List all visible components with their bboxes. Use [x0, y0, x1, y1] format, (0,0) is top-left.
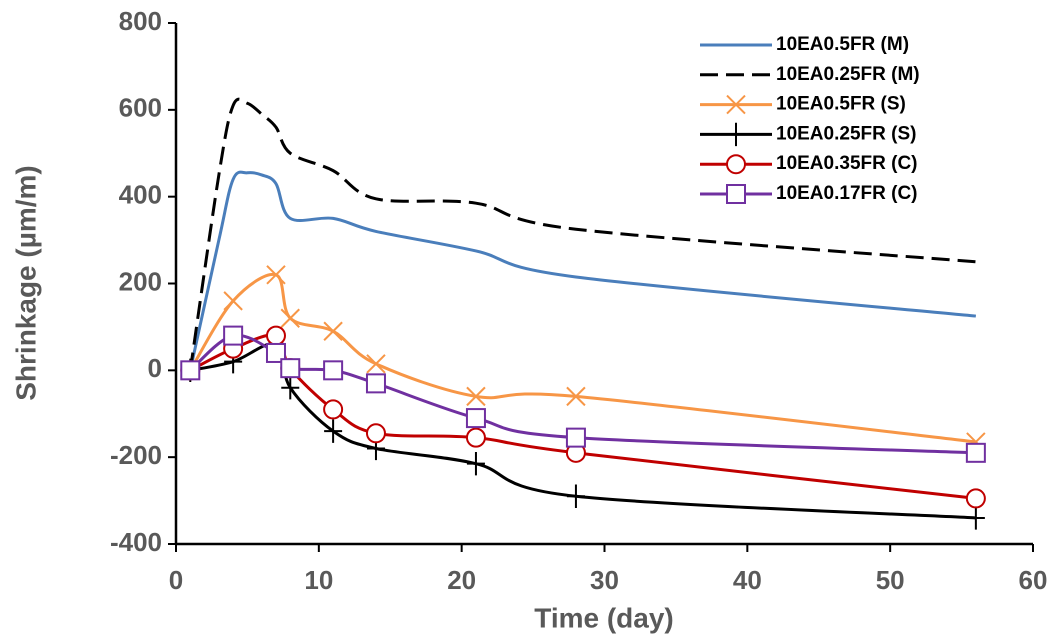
- legend-label: 10EA0.17FR (C): [776, 183, 918, 204]
- y-tick-label: -200: [110, 440, 162, 470]
- x-tick-label: 60: [1019, 565, 1048, 595]
- marker: [223, 325, 244, 346]
- legend-label: 10EA0.25FR (S): [776, 123, 916, 144]
- marker: [465, 427, 486, 448]
- marker: [323, 321, 343, 341]
- x-tick-label: 0: [169, 565, 183, 595]
- x-tick-label: 50: [876, 565, 905, 595]
- y-tick-label: -400: [110, 527, 162, 557]
- y-tick-label: 0: [148, 353, 162, 383]
- series-line: [188, 97, 976, 371]
- marker: [265, 342, 286, 363]
- x-tick-label: 40: [733, 565, 762, 595]
- series-line: [188, 170, 977, 371]
- series-line: [189, 272, 977, 444]
- y-tick-label: 400: [119, 180, 162, 210]
- marker: [180, 360, 201, 381]
- x-tick-label: 10: [304, 565, 333, 595]
- marker: [365, 423, 386, 444]
- marker: [465, 408, 486, 429]
- marker: [365, 373, 386, 394]
- y-axis-title: Shrinkage (µm/m): [10, 165, 41, 401]
- marker: [281, 376, 300, 400]
- marker: [565, 427, 586, 448]
- marker: [466, 451, 485, 476]
- legend-label: 10EA0.5FR (S): [776, 94, 906, 115]
- x-axis-title: Time (day): [534, 602, 674, 633]
- x-tick-label: 20: [447, 565, 476, 595]
- legend-label: 10EA0.25FR (M): [776, 64, 920, 85]
- marker: [566, 386, 586, 407]
- marker: [324, 419, 343, 443]
- y-tick-label: 600: [119, 93, 162, 123]
- marker: [280, 358, 301, 379]
- marker: [966, 506, 985, 530]
- marker: [965, 442, 986, 463]
- legend-label: 10EA0.35FR (C): [776, 153, 918, 174]
- marker: [280, 308, 300, 328]
- marker: [965, 488, 986, 509]
- marker: [566, 484, 585, 508]
- marker: [223, 291, 243, 311]
- y-tick-label: 200: [119, 266, 162, 296]
- marker: [266, 265, 286, 285]
- y-tick-label: 800: [119, 6, 162, 36]
- legend-marker: [726, 94, 746, 115]
- legend-marker: [726, 154, 746, 175]
- marker: [366, 354, 386, 374]
- legend-label: 10EA0.5FR (M): [776, 34, 909, 55]
- x-tick-label: 30: [590, 565, 619, 595]
- marker: [323, 399, 344, 420]
- marker: [265, 325, 286, 346]
- marker: [323, 360, 344, 381]
- marker: [466, 386, 486, 407]
- legend-marker: [726, 184, 746, 204]
- legend-marker: [727, 122, 745, 147]
- series-line: [189, 333, 977, 500]
